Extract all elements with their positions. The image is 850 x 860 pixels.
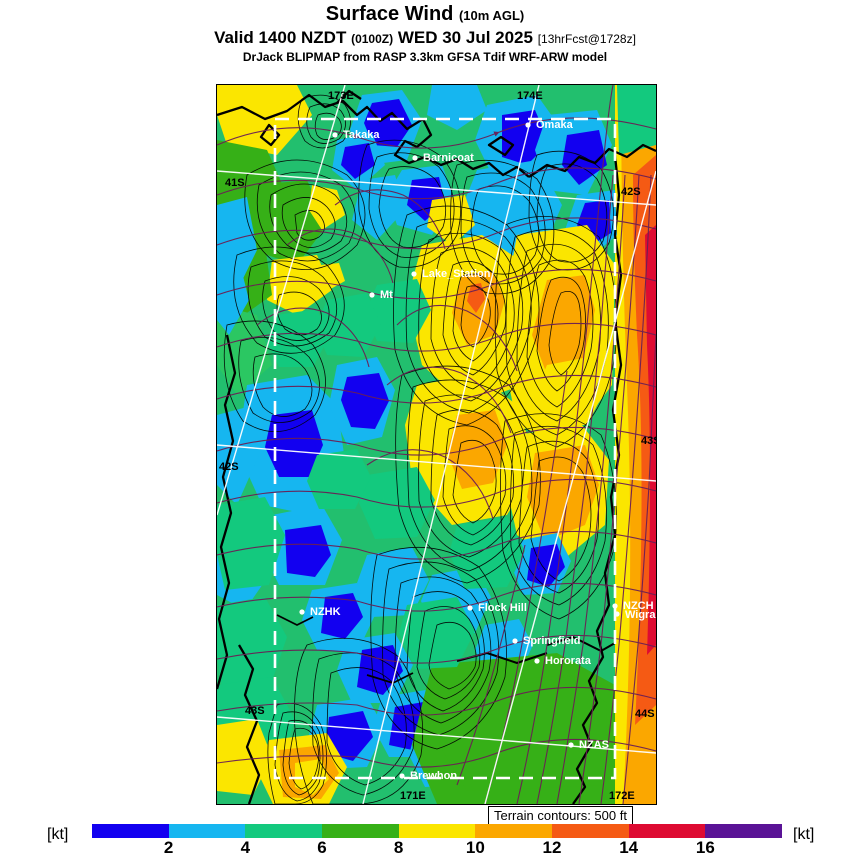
title-altitude: (10m AGL)	[458, 8, 525, 23]
terrain-contour-legend-text: Terrain contours: 500 ft	[494, 808, 627, 823]
station-marker[interactable]: Barnicoat	[412, 152, 474, 164]
station-marker[interactable]: Brewhon	[399, 770, 457, 782]
map-canvas: 41S 42S 42S 43S 43S 44S 173E 174E 171E 172E Takak…	[217, 85, 656, 804]
station-markers: Takaka Omaka Barnicoat Lake_Station Mt NZHK Fl…	[299, 119, 656, 782]
title-main: Surface Wind	[325, 3, 454, 25]
map-layers: 41S 42S 42S 43S 43S 44S 173E 174E 171E 172E Takak…	[217, 85, 656, 804]
station-dot-icon	[525, 122, 531, 128]
station-marker[interactable]: Wigram	[614, 609, 656, 621]
colorbar-tick: 16	[695, 838, 715, 857]
forecast-hour: [13hrFcst@1728z]	[537, 32, 636, 46]
station-dot-icon	[612, 603, 618, 609]
valid-date: WED 30 Jul 2025	[397, 28, 533, 47]
colorbar-tick: 6	[317, 838, 327, 857]
colorbar-swatch	[92, 824, 169, 838]
station-name-label: Springfield	[523, 635, 580, 647]
station-dot-icon	[512, 638, 518, 644]
station-marker[interactable]: Springfield	[512, 635, 580, 647]
graticule	[217, 85, 656, 804]
station-marker[interactable]: Mt	[369, 289, 393, 301]
chart-valid-time: Valid 1400 NZDT (0100Z) WED 30 Jul 2025 …	[0, 28, 850, 48]
station-marker[interactable]: Omaka	[525, 119, 574, 131]
colorbar-tick-labels: 2 4 6 8 10 12 14 16	[92, 838, 782, 860]
station-dot-icon	[614, 611, 620, 617]
colorbar-row: [kt] [kt] 2 4 6 8 10 12 14 16	[0, 824, 850, 860]
colorbar-swatch	[168, 824, 246, 838]
station-marker[interactable]: NZAS	[568, 739, 609, 751]
colorbar-swatch	[245, 824, 322, 838]
graticule-label: 44S	[635, 708, 655, 720]
station-name-label: Barnicoat	[423, 152, 474, 164]
chart-model-source: DrJack BLIPMAP from RASP 3.3km GFSA Tdif…	[242, 49, 608, 64]
graticule-label: 172E	[609, 790, 635, 802]
station-name-label: Omaka	[536, 119, 574, 131]
chart-title: Surface Wind (10m AGL)	[0, 3, 850, 26]
station-name-label: Brewhon	[410, 770, 457, 782]
station-dot-icon	[399, 773, 405, 779]
forecast-domain-box	[273, 117, 617, 780]
station-name-label: NZAS	[579, 739, 609, 751]
colorbar-tick: 8	[393, 838, 404, 857]
station-name-label: Takaka	[343, 129, 380, 141]
station-dot-icon	[467, 605, 473, 611]
graticule-label: 43S	[641, 435, 656, 447]
colorbar-tick: 4	[240, 838, 251, 857]
station-marker[interactable]: Lake_Station	[411, 268, 491, 280]
graticule-label: 42S	[219, 461, 239, 473]
graticule-label: 42S	[621, 186, 641, 198]
windspeed-colorbar[interactable]	[92, 824, 782, 838]
graticule-label: 174E	[517, 90, 543, 102]
colorbar-swatch	[398, 824, 476, 838]
station-marker[interactable]: NZCH	[612, 600, 654, 612]
station-name-label: Hororata	[545, 655, 592, 667]
colorbar-swatch	[321, 824, 399, 838]
colorbar-unit-left: [kt]	[47, 826, 69, 843]
station-dot-icon	[568, 742, 574, 748]
graticule-label: 173E	[328, 90, 354, 102]
colorbar-tick: 2	[163, 838, 174, 857]
station-name-label: Flock Hill	[478, 602, 527, 614]
colorbar-swatch	[551, 824, 629, 838]
station-dot-icon	[411, 271, 417, 277]
terrain-contour-legend: Terrain contours: 500 ft	[488, 806, 633, 827]
station-name-label: Lake_Station	[422, 268, 491, 280]
station-marker[interactable]: NZHK	[299, 606, 341, 618]
station-name-label: Wigram	[625, 609, 656, 621]
station-dot-icon	[332, 132, 338, 138]
station-marker[interactable]: Takaka	[332, 129, 380, 141]
station-marker[interactable]: Hororata	[534, 655, 592, 667]
station-dot-icon	[299, 609, 305, 615]
colorbar-tick: 10	[465, 838, 485, 857]
station-dot-icon	[534, 658, 540, 664]
station-name-label: Mt	[380, 289, 393, 301]
graticule-label: 41S	[225, 177, 245, 189]
colorbar-tick: 14	[619, 838, 639, 857]
graticule-label: 43S	[245, 705, 265, 717]
colorbar-swatch	[475, 824, 552, 838]
weather-map[interactable]: 41S 42S 42S 43S 43S 44S 173E 174E 171E 172E Takak…	[216, 84, 657, 805]
windspeed-color-field	[217, 85, 656, 804]
colorbar-swatch	[705, 824, 782, 838]
colorbar-tick: 12	[542, 838, 562, 857]
station-name-label: NZCH	[623, 600, 654, 612]
station-dot-icon	[412, 155, 418, 161]
valid-utc-time: (0100Z)	[351, 32, 394, 46]
colorbar-unit-right: [kt]	[793, 826, 815, 843]
graticule-labels: 41S 42S 42S 43S 43S 44S 173E 174E 171E 172E	[219, 90, 656, 802]
station-name-label: NZHK	[310, 606, 341, 618]
valid-local-time: Valid 1400 NZDT	[214, 28, 347, 47]
station-dot-icon	[369, 292, 375, 298]
graticule-label: 171E	[400, 790, 426, 802]
station-marker[interactable]: Flock Hill	[467, 602, 527, 614]
title-block: Surface Wind (10m AGL) Valid 1400 NZDT (…	[0, 0, 850, 64]
colorbar-swatch	[628, 824, 706, 838]
